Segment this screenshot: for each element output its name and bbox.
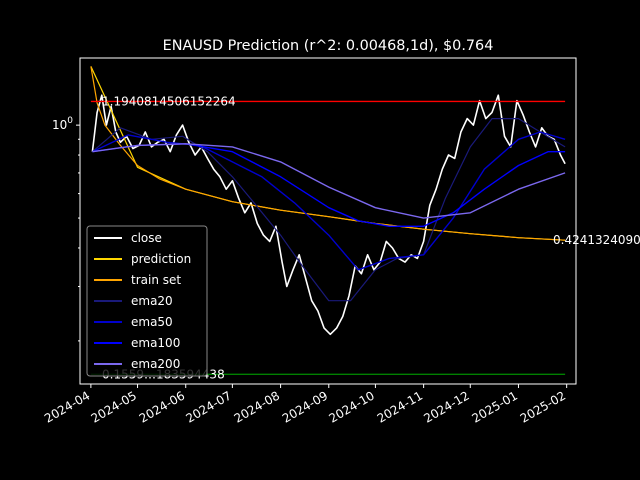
legend-label: ema100	[131, 336, 180, 350]
x-tick-label: 2024-12	[421, 388, 471, 425]
x-tick-label: 2025-02	[518, 388, 568, 425]
legend-label: ema200	[131, 357, 180, 371]
legend-label: ema50	[131, 315, 173, 329]
x-tick-label: 2024-11	[375, 388, 425, 425]
x-tick-label: 2024-09	[280, 388, 330, 425]
x-tick-label: 2024-06	[137, 388, 187, 425]
series-train-set	[90, 66, 566, 241]
legend-label: ema20	[131, 294, 173, 308]
series-close	[91, 94, 566, 336]
x-tick-label: 2025-01	[470, 388, 520, 425]
x-tick-label: 2024-04	[42, 388, 92, 425]
legend-label: train set	[131, 273, 181, 287]
legend: close prediction train set ema20 ema50 ema100…	[86, 225, 208, 377]
x-tick-label: 2024-08	[232, 388, 282, 425]
annotation-label: 0.4241324090	[553, 233, 640, 247]
y-tick-label: 100	[52, 116, 73, 132]
legend-box	[86, 225, 208, 377]
legend-label: close	[131, 231, 162, 245]
legend-label: prediction	[131, 252, 191, 266]
series-ema200	[92, 143, 566, 219]
annotation-label: 1.1940814506152264	[102, 94, 236, 108]
series-ema20	[92, 117, 566, 302]
x-tick-label: 2024-05	[89, 388, 139, 425]
chart-title: ENAUSD Prediction (r^2: 0.00468,1d), $0.…	[163, 38, 494, 54]
x-tick-label: 2024-07	[183, 388, 233, 425]
series-ema100	[92, 143, 566, 228]
x-tick-label: 2024-10	[327, 388, 377, 425]
